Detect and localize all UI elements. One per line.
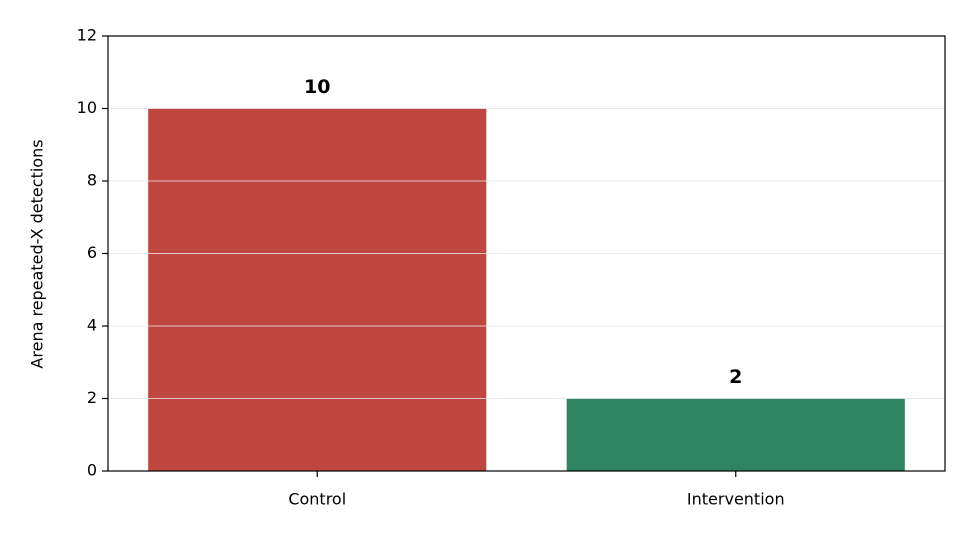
y-axis-label: Arena repeated-X detections xyxy=(28,139,47,368)
y-tick-label: 0 xyxy=(87,461,97,480)
x-tick-label: Control xyxy=(288,490,346,509)
bar xyxy=(148,108,487,471)
value-label: 10 xyxy=(304,76,330,98)
x-tick-label: Intervention xyxy=(687,490,785,509)
y-tick-label: 10 xyxy=(77,98,97,117)
value-label: 2 xyxy=(729,366,742,388)
y-tick-label: 2 xyxy=(87,388,97,407)
y-tick-label: 6 xyxy=(87,243,97,262)
bar xyxy=(566,398,905,471)
y-tick-label: 8 xyxy=(87,171,97,190)
plot-frame xyxy=(107,35,946,472)
y-tick-label: 4 xyxy=(87,316,97,335)
y-tick-label: 12 xyxy=(77,26,97,45)
